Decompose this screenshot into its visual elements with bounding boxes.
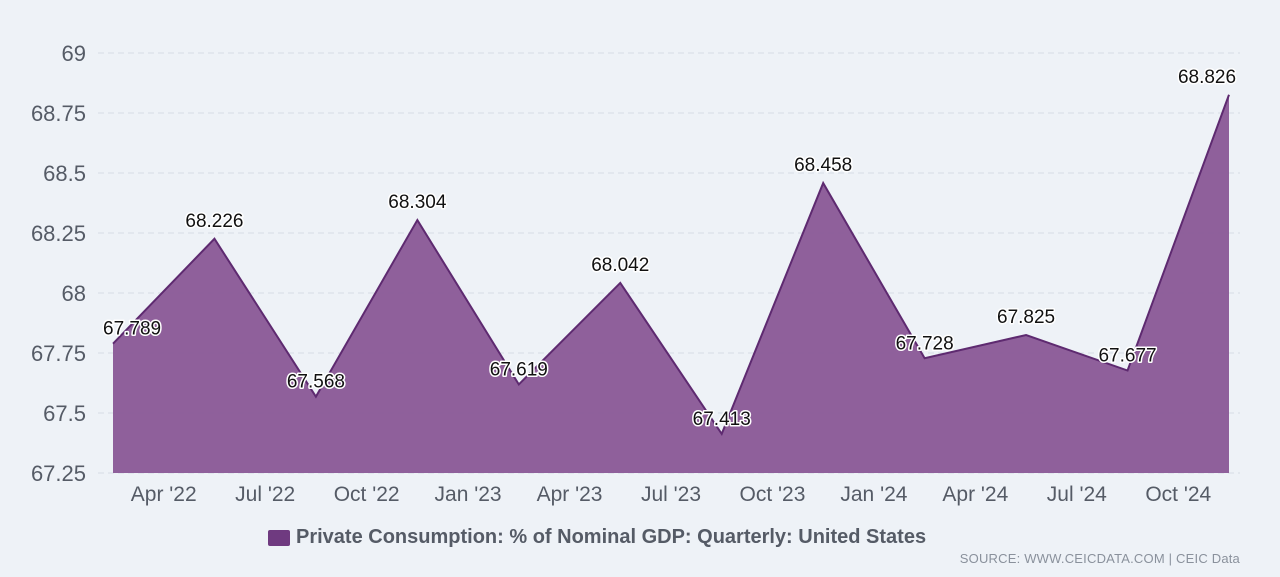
x-axis: Apr '22 Jul '22 Oct '22 Jan '23 Apr '23 Jul '… xyxy=(131,483,1212,506)
x-tick-label: Jan '23 xyxy=(435,483,502,506)
series-area-fill xyxy=(113,94,1229,473)
x-tick-label: Jul '23 xyxy=(641,483,701,506)
data-label: 67.789 xyxy=(103,319,161,340)
data-point[interactable] xyxy=(414,217,420,223)
data-labels: 67.789 68.226 67.568 68.304 67.619 68.042 67.4… xyxy=(102,65,1238,431)
data-label: 67.568 xyxy=(287,372,345,393)
data-label: 68.042 xyxy=(591,255,649,276)
y-tick-label: 68.25 xyxy=(31,221,86,246)
data-label: 67.825 xyxy=(997,307,1055,328)
data-point[interactable] xyxy=(820,180,826,186)
data-label: 67.728 xyxy=(896,333,954,354)
data-point[interactable] xyxy=(313,394,319,400)
data-point[interactable] xyxy=(110,341,116,347)
data-point[interactable] xyxy=(617,280,623,286)
y-tick-label: 68.5 xyxy=(43,161,86,186)
data-point[interactable] xyxy=(211,236,217,242)
x-tick-label: Oct '23 xyxy=(740,483,806,506)
y-tick-label: 67.5 xyxy=(43,401,86,426)
source-credit: SOURCE: WWW.CEICDATA.COM | CEIC Data xyxy=(959,551,1240,566)
x-tick-label: Jul '24 xyxy=(1047,483,1107,506)
y-axis: 67.25 67.5 67.75 68 68.25 68.5 68.75 69 xyxy=(31,41,86,486)
data-point[interactable] xyxy=(719,431,725,437)
x-tick-label: Jul '22 xyxy=(235,483,295,506)
series-line xyxy=(112,94,1230,437)
x-tick-label: Oct '22 xyxy=(334,483,400,506)
data-label: 68.304 xyxy=(388,192,447,213)
data-label: 67.677 xyxy=(1098,346,1156,367)
y-tick-label: 67.75 xyxy=(31,341,86,366)
data-point[interactable] xyxy=(516,381,522,387)
data-point[interactable] xyxy=(1023,332,1029,338)
y-tick-label: 68.75 xyxy=(31,101,86,126)
data-point[interactable] xyxy=(1226,92,1232,98)
legend[interactable]: Private Consumption: % of Nominal GDP: Q… xyxy=(268,526,926,549)
y-tick-label: 67.25 xyxy=(31,461,86,486)
x-tick-label: Apr '24 xyxy=(942,483,1008,506)
data-label: 67.619 xyxy=(490,359,548,380)
data-label: 68.826 xyxy=(1178,67,1236,88)
data-label: 68.458 xyxy=(794,155,852,176)
data-label: 67.413 xyxy=(693,409,751,430)
x-tick-label: Apr '22 xyxy=(131,483,197,506)
data-point[interactable] xyxy=(922,355,928,361)
series-area xyxy=(110,92,1232,473)
y-tick-label: 68 xyxy=(62,281,86,306)
legend-swatch xyxy=(268,529,290,546)
y-tick-label: 69 xyxy=(62,41,86,66)
data-label: 68.226 xyxy=(185,211,243,232)
data-point[interactable] xyxy=(1125,368,1131,374)
x-tick-label: Jan '24 xyxy=(840,483,907,506)
x-tick-label: Oct '24 xyxy=(1145,483,1211,506)
x-tick-label: Apr '23 xyxy=(537,483,603,506)
legend-label: Private Consumption: % of Nominal GDP: Q… xyxy=(296,526,927,548)
